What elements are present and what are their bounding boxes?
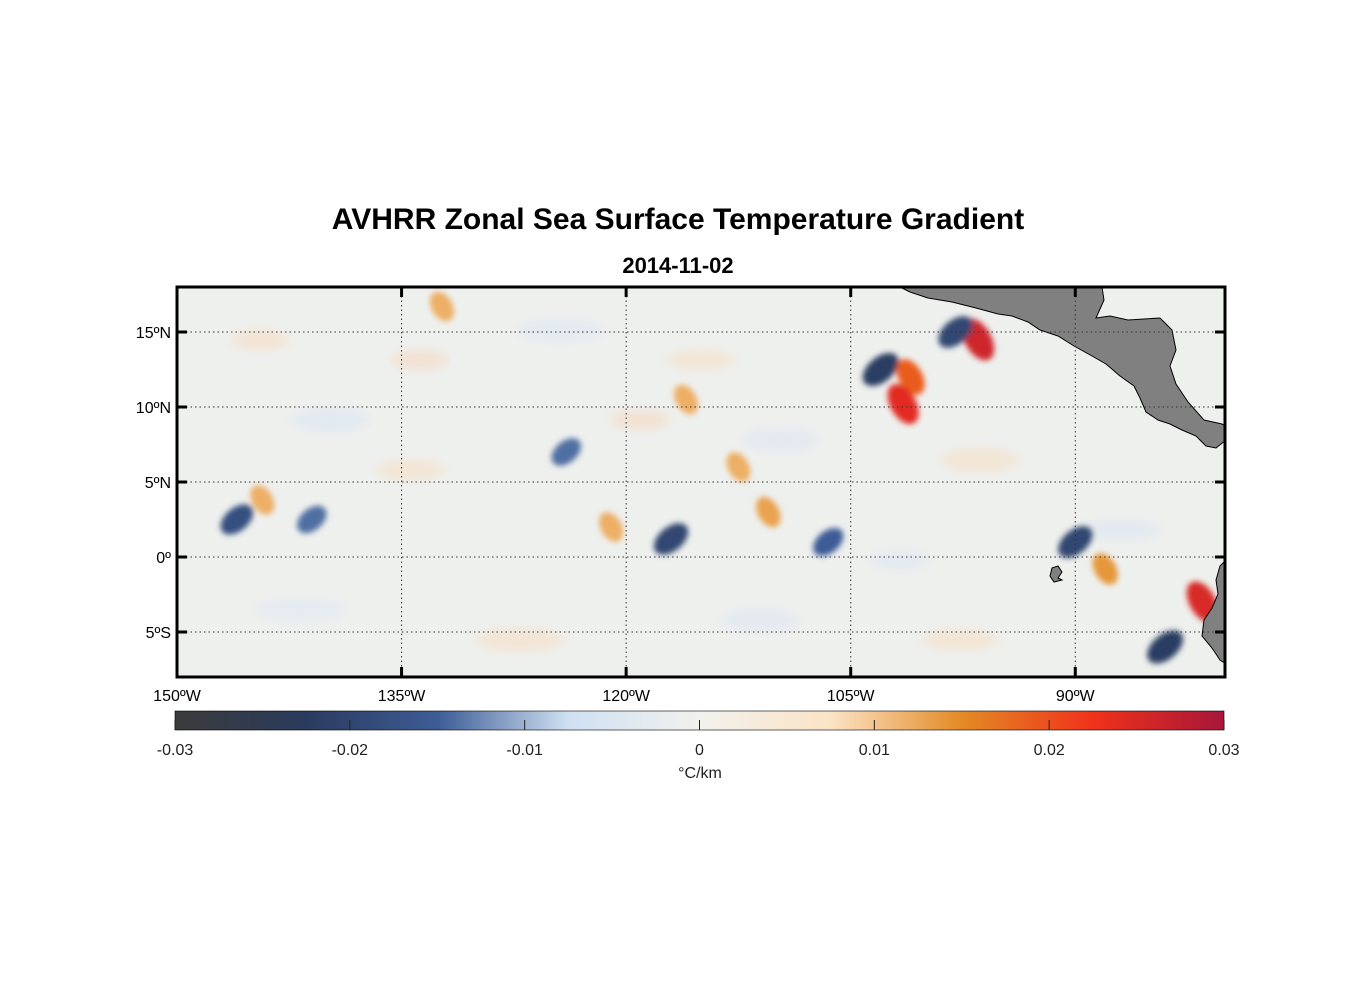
sst-gradient-field — [220, 291, 1219, 664]
y-tick-label: 10ºN — [136, 400, 171, 417]
gradient-feature — [1147, 630, 1184, 664]
gradient-feature — [1058, 526, 1093, 558]
gradient-feature — [726, 452, 751, 482]
y-tick-label: 5ºS — [146, 625, 171, 642]
gradient-feature — [887, 383, 919, 425]
land-galapagos — [1049, 565, 1064, 583]
x-tick-label: 135ºW — [378, 688, 427, 705]
colorbar-label: °C/km — [678, 765, 722, 782]
gradient-feature — [896, 359, 925, 395]
land-south-america — [1201, 558, 1227, 665]
grid-lines — [177, 287, 1225, 677]
colorbar-tick-label: 0.03 — [1208, 742, 1239, 759]
gradient-feature — [551, 438, 582, 466]
x-axis: 150ºW 135ºW 120ºW 105ºW 90ºW — [153, 287, 1096, 705]
gradient-feature — [250, 485, 275, 515]
gradient-feature — [813, 527, 844, 557]
x-tick-label: 150ºW — [153, 688, 202, 705]
colorbar-ticks: -0.03 -0.02 -0.01 0 0.01 0.02 0.03 — [157, 720, 1240, 759]
y-tick-label: 15ºN — [136, 325, 171, 342]
colorbar-tick-label: -0.01 — [506, 742, 543, 759]
colorbar-tick-label: -0.02 — [332, 742, 369, 759]
gradient-feature — [599, 512, 624, 542]
x-tick-label: 105ºW — [827, 688, 876, 705]
colorbar-tick-label: -0.03 — [157, 742, 194, 759]
gradient-feature — [653, 523, 689, 555]
colorbar-tick-label: 0.01 — [859, 742, 890, 759]
y-tick-label: 0º — [156, 550, 171, 567]
y-axis: 15ºN 10ºN 5ºN 0º 5ºS — [136, 325, 1225, 642]
gradient-feature — [296, 505, 327, 534]
plot-background — [177, 287, 1225, 677]
land-central-america — [899, 286, 1227, 449]
land-masses — [899, 286, 1227, 665]
gradient-feature — [862, 352, 899, 387]
colorbar-tick-label: 0 — [695, 742, 704, 759]
gradient-feature — [756, 496, 781, 528]
gradient-feature — [429, 291, 455, 322]
x-tick-label: 120ºW — [602, 688, 651, 705]
x-tick-label: 90ºW — [1056, 688, 1096, 705]
y-tick-label: 5ºN — [145, 475, 171, 492]
colorbar-tick-label: 0.02 — [1034, 742, 1065, 759]
chart-title: AVHRR Zonal Sea Surface Temperature Grad… — [331, 203, 1025, 236]
gradient-feature — [673, 384, 699, 415]
gradient-feature — [1092, 553, 1118, 585]
gradient-feature — [220, 504, 254, 535]
chart-subtitle: 2014-11-02 — [622, 253, 734, 278]
